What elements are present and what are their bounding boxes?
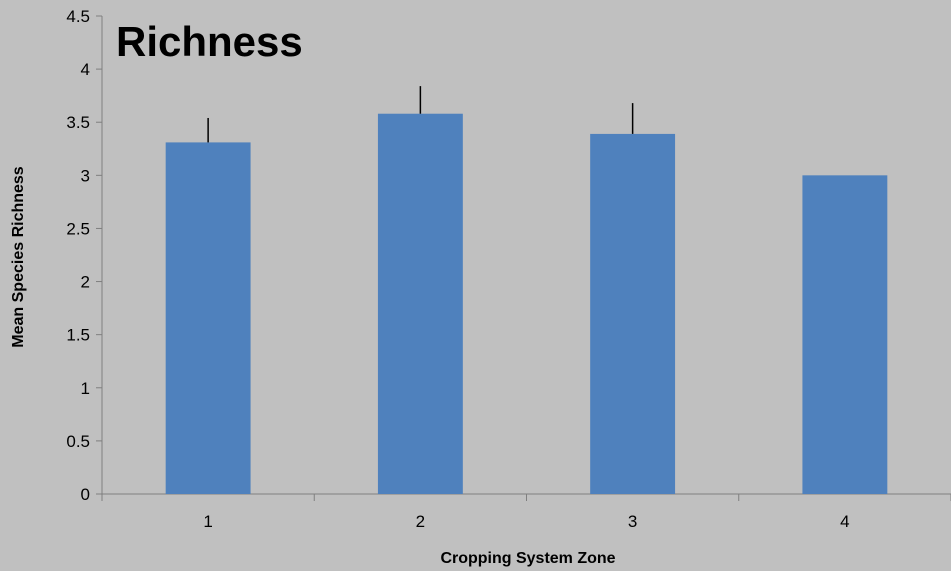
y-tick-label: 0.5	[66, 432, 90, 451]
y-tick-label: 1.5	[66, 326, 90, 345]
y-tick-label: 3.5	[66, 113, 90, 132]
y-tick-label: 1	[81, 379, 90, 398]
x-tick-label: 2	[416, 512, 425, 531]
bar	[165, 142, 251, 494]
bar	[377, 113, 463, 495]
y-tick-label: 4	[81, 60, 90, 79]
bar	[802, 175, 888, 495]
y-tick-label: 4.5	[66, 7, 90, 26]
y-tick-label: 2	[81, 273, 90, 292]
bar	[590, 133, 676, 494]
y-axis: 0 0.5 1 1.5 2 2.5 3 3.5 4 4.5	[66, 7, 103, 504]
bars	[165, 86, 888, 495]
y-tick-label: 0	[81, 485, 90, 504]
chart-title: Richness	[116, 18, 303, 65]
x-axis-title: Cropping System Zone	[440, 550, 615, 567]
x-tick-label: 3	[628, 512, 637, 531]
x-tick-label: 4	[840, 512, 849, 531]
x-axis: 1 2 3 4	[101, 493, 951, 531]
y-axis-title: Mean Species Richness	[10, 166, 27, 348]
y-tick-label: 2.5	[66, 219, 90, 238]
x-tick-label: 1	[203, 512, 212, 531]
y-tick-label: 3	[81, 166, 90, 185]
